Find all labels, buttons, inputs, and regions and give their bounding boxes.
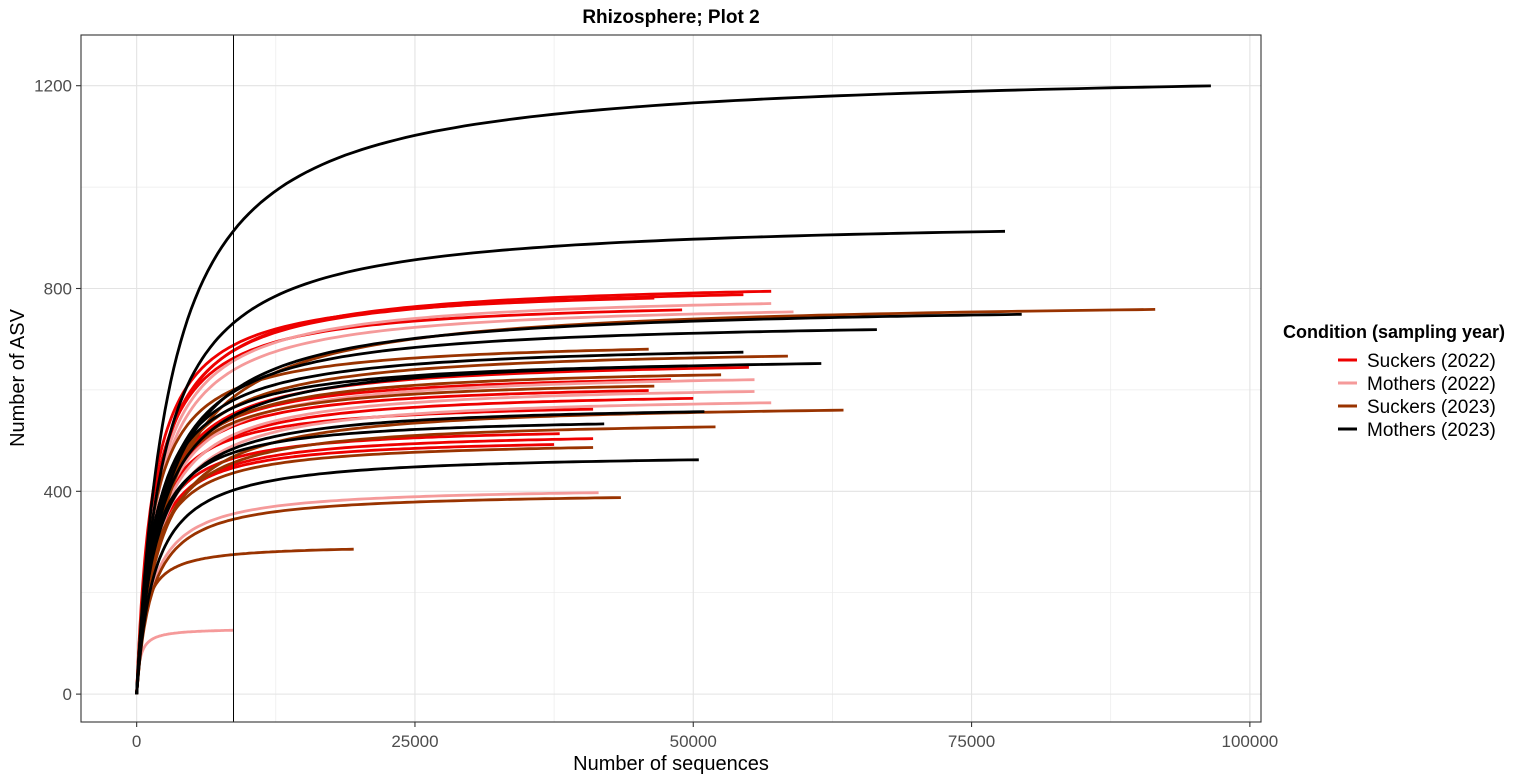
axis-layer: 0 25000 50000 75000 100000 0 400 800 1200 bbox=[34, 77, 1278, 751]
y-tick-label: 1200 bbox=[34, 77, 72, 96]
panel-border bbox=[80, 34, 1262, 723]
legend-entry-label: Mothers (2022) bbox=[1367, 374, 1496, 395]
x-tick-label: 50000 bbox=[670, 732, 717, 751]
rarefaction-curve bbox=[135, 408, 844, 696]
rarefaction-curve bbox=[135, 496, 621, 696]
rarefaction-curve bbox=[135, 446, 594, 696]
y-tick-label: 0 bbox=[63, 685, 72, 704]
rarefaction-curve bbox=[135, 84, 1211, 695]
legend-items: Suckers (2022)Mothers (2022)Suckers (202… bbox=[1338, 351, 1496, 441]
rarefaction-curve bbox=[135, 422, 605, 696]
rarefaction-curve bbox=[135, 432, 560, 696]
plot-title: Rhizosphere; Plot 2 bbox=[582, 7, 759, 28]
y-tick-label: 800 bbox=[44, 280, 72, 299]
rarefaction-curve bbox=[135, 410, 705, 696]
rarefaction-curve bbox=[135, 628, 234, 696]
rarefaction-curve bbox=[135, 547, 354, 696]
curve-layer bbox=[135, 84, 1211, 696]
x-axis-title: Number of sequences bbox=[573, 753, 769, 775]
y-tick-label: 400 bbox=[44, 482, 72, 501]
x-tick-label: 0 bbox=[132, 732, 141, 751]
y-axis-title: Number of ASV bbox=[7, 308, 29, 447]
legend-entry-label: Suckers (2023) bbox=[1367, 397, 1496, 418]
legend-entry-label: Suckers (2022) bbox=[1367, 351, 1496, 372]
x-tick-label: 75000 bbox=[948, 732, 995, 751]
x-tick-label: 100000 bbox=[1222, 732, 1279, 751]
rarefaction-curve bbox=[135, 491, 599, 696]
legend-entry-label: Mothers (2023) bbox=[1367, 420, 1496, 441]
legend: Condition (sampling year) Suckers (2022)… bbox=[1283, 322, 1505, 441]
rarefaction-curve bbox=[135, 458, 699, 696]
rarefaction-curve bbox=[135, 366, 749, 696]
rarefaction-curve bbox=[135, 229, 1006, 696]
rarefaction-curve bbox=[135, 364, 688, 696]
legend-title: Condition (sampling year) bbox=[1283, 322, 1505, 342]
x-tick-label: 25000 bbox=[391, 732, 438, 751]
rarefaction-curve bbox=[135, 384, 655, 696]
